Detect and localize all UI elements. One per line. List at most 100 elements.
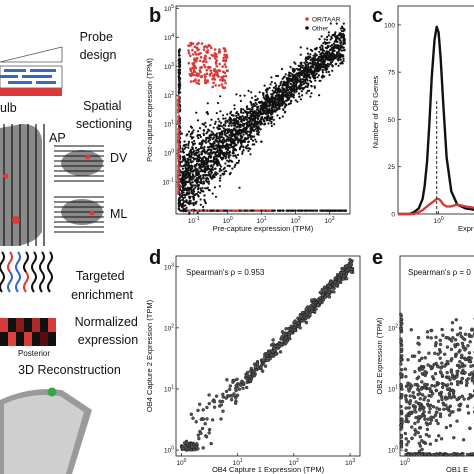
- data-point: [313, 71, 316, 74]
- data-point: [257, 126, 260, 129]
- data-point: [468, 426, 472, 430]
- data-point: [324, 42, 327, 46]
- reconstruction-3d: [0, 387, 92, 474]
- data-point: [199, 175, 202, 179]
- data-point: [197, 163, 200, 166]
- data-point: [177, 144, 180, 147]
- data-point: [177, 98, 180, 102]
- data-point: [460, 362, 464, 366]
- data-point: [455, 419, 459, 423]
- data-point: [457, 395, 462, 400]
- data-point: [271, 338, 275, 342]
- data-point: [204, 65, 207, 69]
- data-point: [179, 196, 182, 199]
- data-point: [437, 381, 441, 386]
- data-point: [310, 73, 313, 76]
- data-point: [195, 172, 198, 175]
- data-point: [184, 158, 187, 161]
- data-point: [445, 370, 449, 375]
- data-point: [342, 59, 345, 62]
- ylabel-e: OB2 Expression (TPM): [375, 317, 384, 395]
- data-point: [199, 55, 203, 59]
- data-point: [210, 71, 213, 75]
- data-point: [254, 95, 257, 98]
- data-point: [336, 34, 339, 38]
- data-point: [254, 101, 257, 104]
- data-point: [327, 295, 332, 299]
- data-point: [222, 56, 225, 60]
- data-point: [231, 160, 234, 163]
- data-point: [196, 154, 199, 158]
- data-point: [193, 64, 196, 68]
- data-point: [229, 139, 232, 142]
- data-point: [258, 120, 261, 123]
- data-point: [419, 405, 424, 410]
- data-point: [202, 48, 206, 51]
- data-point: [191, 202, 194, 205]
- data-point: [422, 410, 426, 414]
- data-point: [249, 128, 252, 131]
- data-point: [233, 145, 236, 148]
- data-point: [267, 115, 270, 118]
- data-point: [267, 108, 270, 111]
- data-point: [399, 435, 403, 439]
- data-point: [237, 387, 242, 391]
- data-point: [334, 63, 337, 66]
- data-point: [287, 98, 290, 101]
- data-point: [323, 56, 326, 59]
- data-point: [233, 386, 238, 391]
- data-point: [305, 70, 308, 73]
- data-point: [216, 155, 219, 158]
- data-point: [209, 46, 213, 50]
- data-point: [177, 165, 180, 168]
- data-point: [239, 146, 242, 149]
- data-point: [185, 189, 188, 192]
- data-point: [428, 421, 432, 426]
- data-point: [233, 142, 236, 145]
- data-point: [199, 70, 202, 74]
- data-point: [445, 345, 450, 349]
- data-point: [211, 78, 214, 81]
- data-point: [266, 209, 269, 212]
- data-point: [303, 67, 306, 70]
- data-point: [444, 403, 448, 407]
- data-point: [425, 330, 430, 334]
- dv-section-diagram: [54, 145, 104, 182]
- data-point: [194, 209, 197, 212]
- data-point: [282, 87, 285, 90]
- data-point: [470, 371, 474, 375]
- plot-frame-e: [399, 255, 474, 457]
- data-point: [314, 61, 317, 64]
- data-point: [204, 187, 207, 190]
- data-point: [217, 143, 220, 146]
- data-point: [199, 66, 202, 70]
- data-point: [206, 149, 210, 152]
- data-point: [226, 159, 229, 162]
- data-point: [408, 382, 412, 386]
- data-point: [449, 339, 454, 343]
- data-point: [187, 44, 190, 47]
- data-point: [279, 342, 283, 346]
- data-point: [240, 137, 243, 140]
- data-point: [263, 364, 268, 368]
- data-point: [286, 96, 289, 99]
- data-point: [418, 368, 422, 372]
- data-point: [324, 68, 327, 71]
- data-point: [278, 106, 281, 109]
- data-point: [218, 131, 221, 135]
- data-point: [438, 412, 443, 416]
- data-point: [450, 328, 454, 332]
- data-point: [324, 209, 327, 212]
- data-point: [318, 94, 321, 97]
- data-point: [181, 202, 185, 205]
- data-point: [400, 392, 404, 397]
- data-point: [444, 453, 448, 457]
- data-point: [203, 76, 207, 79]
- data-point: [255, 140, 258, 143]
- data-point: [463, 332, 468, 336]
- data-point: [269, 209, 272, 212]
- data-point: [204, 141, 208, 144]
- data-point: [418, 391, 422, 396]
- data-point: [404, 384, 409, 388]
- plot-frame-b: [175, 5, 351, 215]
